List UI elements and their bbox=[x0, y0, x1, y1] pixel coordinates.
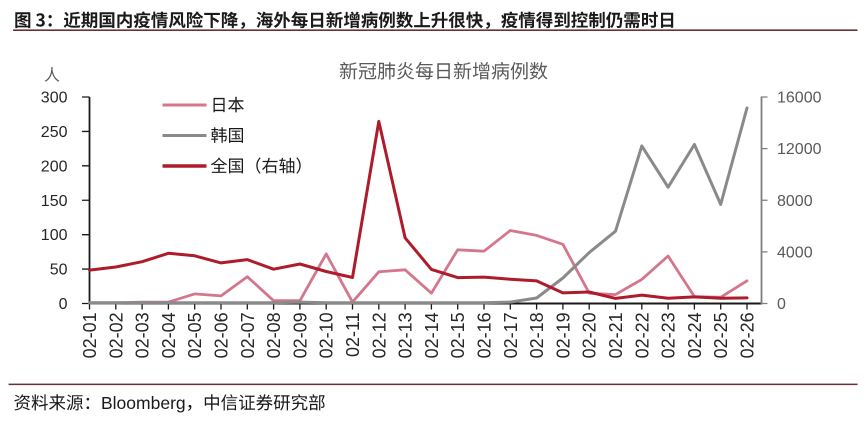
svg-text:0: 0 bbox=[777, 296, 786, 313]
svg-text:02-25: 02-25 bbox=[711, 312, 731, 358]
svg-text:100: 100 bbox=[41, 227, 68, 244]
svg-text:02-01: 02-01 bbox=[80, 312, 100, 358]
svg-text:02-11: 02-11 bbox=[343, 312, 363, 357]
svg-text:02-26: 02-26 bbox=[738, 312, 758, 358]
svg-text:02-14: 02-14 bbox=[422, 312, 442, 358]
svg-text:50: 50 bbox=[50, 262, 68, 279]
svg-text:02-12: 02-12 bbox=[369, 312, 389, 358]
svg-text:16000: 16000 bbox=[777, 90, 822, 107]
svg-text:02-13: 02-13 bbox=[396, 312, 416, 358]
svg-text:Bloomberg: Bloomberg bbox=[101, 393, 186, 413]
svg-text:200: 200 bbox=[41, 158, 68, 175]
svg-text:02-10: 02-10 bbox=[317, 312, 337, 358]
svg-text:02-18: 02-18 bbox=[527, 312, 547, 358]
svg-text:02-07: 02-07 bbox=[238, 312, 258, 358]
svg-text:02-20: 02-20 bbox=[580, 312, 600, 358]
svg-text:02-04: 02-04 bbox=[159, 312, 179, 358]
svg-text:02-03: 02-03 bbox=[133, 312, 153, 358]
svg-text:02-17: 02-17 bbox=[501, 312, 521, 358]
svg-text:02-21: 02-21 bbox=[606, 312, 626, 358]
svg-text:150: 150 bbox=[41, 193, 68, 210]
svg-text:02-16: 02-16 bbox=[475, 312, 495, 358]
svg-text:4000: 4000 bbox=[777, 244, 813, 261]
svg-text:02-08: 02-08 bbox=[264, 312, 284, 358]
svg-text:02-09: 02-09 bbox=[290, 312, 310, 358]
svg-text:250: 250 bbox=[41, 124, 68, 141]
svg-text:12000: 12000 bbox=[777, 141, 822, 158]
svg-text:02-02: 02-02 bbox=[106, 312, 126, 358]
svg-text:02-24: 02-24 bbox=[685, 312, 705, 358]
svg-text:02-19: 02-19 bbox=[553, 312, 573, 358]
svg-text:02-22: 02-22 bbox=[632, 312, 652, 358]
svg-text:02-06: 02-06 bbox=[212, 312, 232, 358]
svg-text:02-05: 02-05 bbox=[185, 312, 205, 358]
svg-text:02-23: 02-23 bbox=[659, 312, 679, 358]
svg-text:8000: 8000 bbox=[777, 193, 813, 210]
svg-text:0: 0 bbox=[59, 296, 68, 313]
svg-text:300: 300 bbox=[41, 90, 68, 107]
svg-text:02-15: 02-15 bbox=[448, 312, 468, 358]
